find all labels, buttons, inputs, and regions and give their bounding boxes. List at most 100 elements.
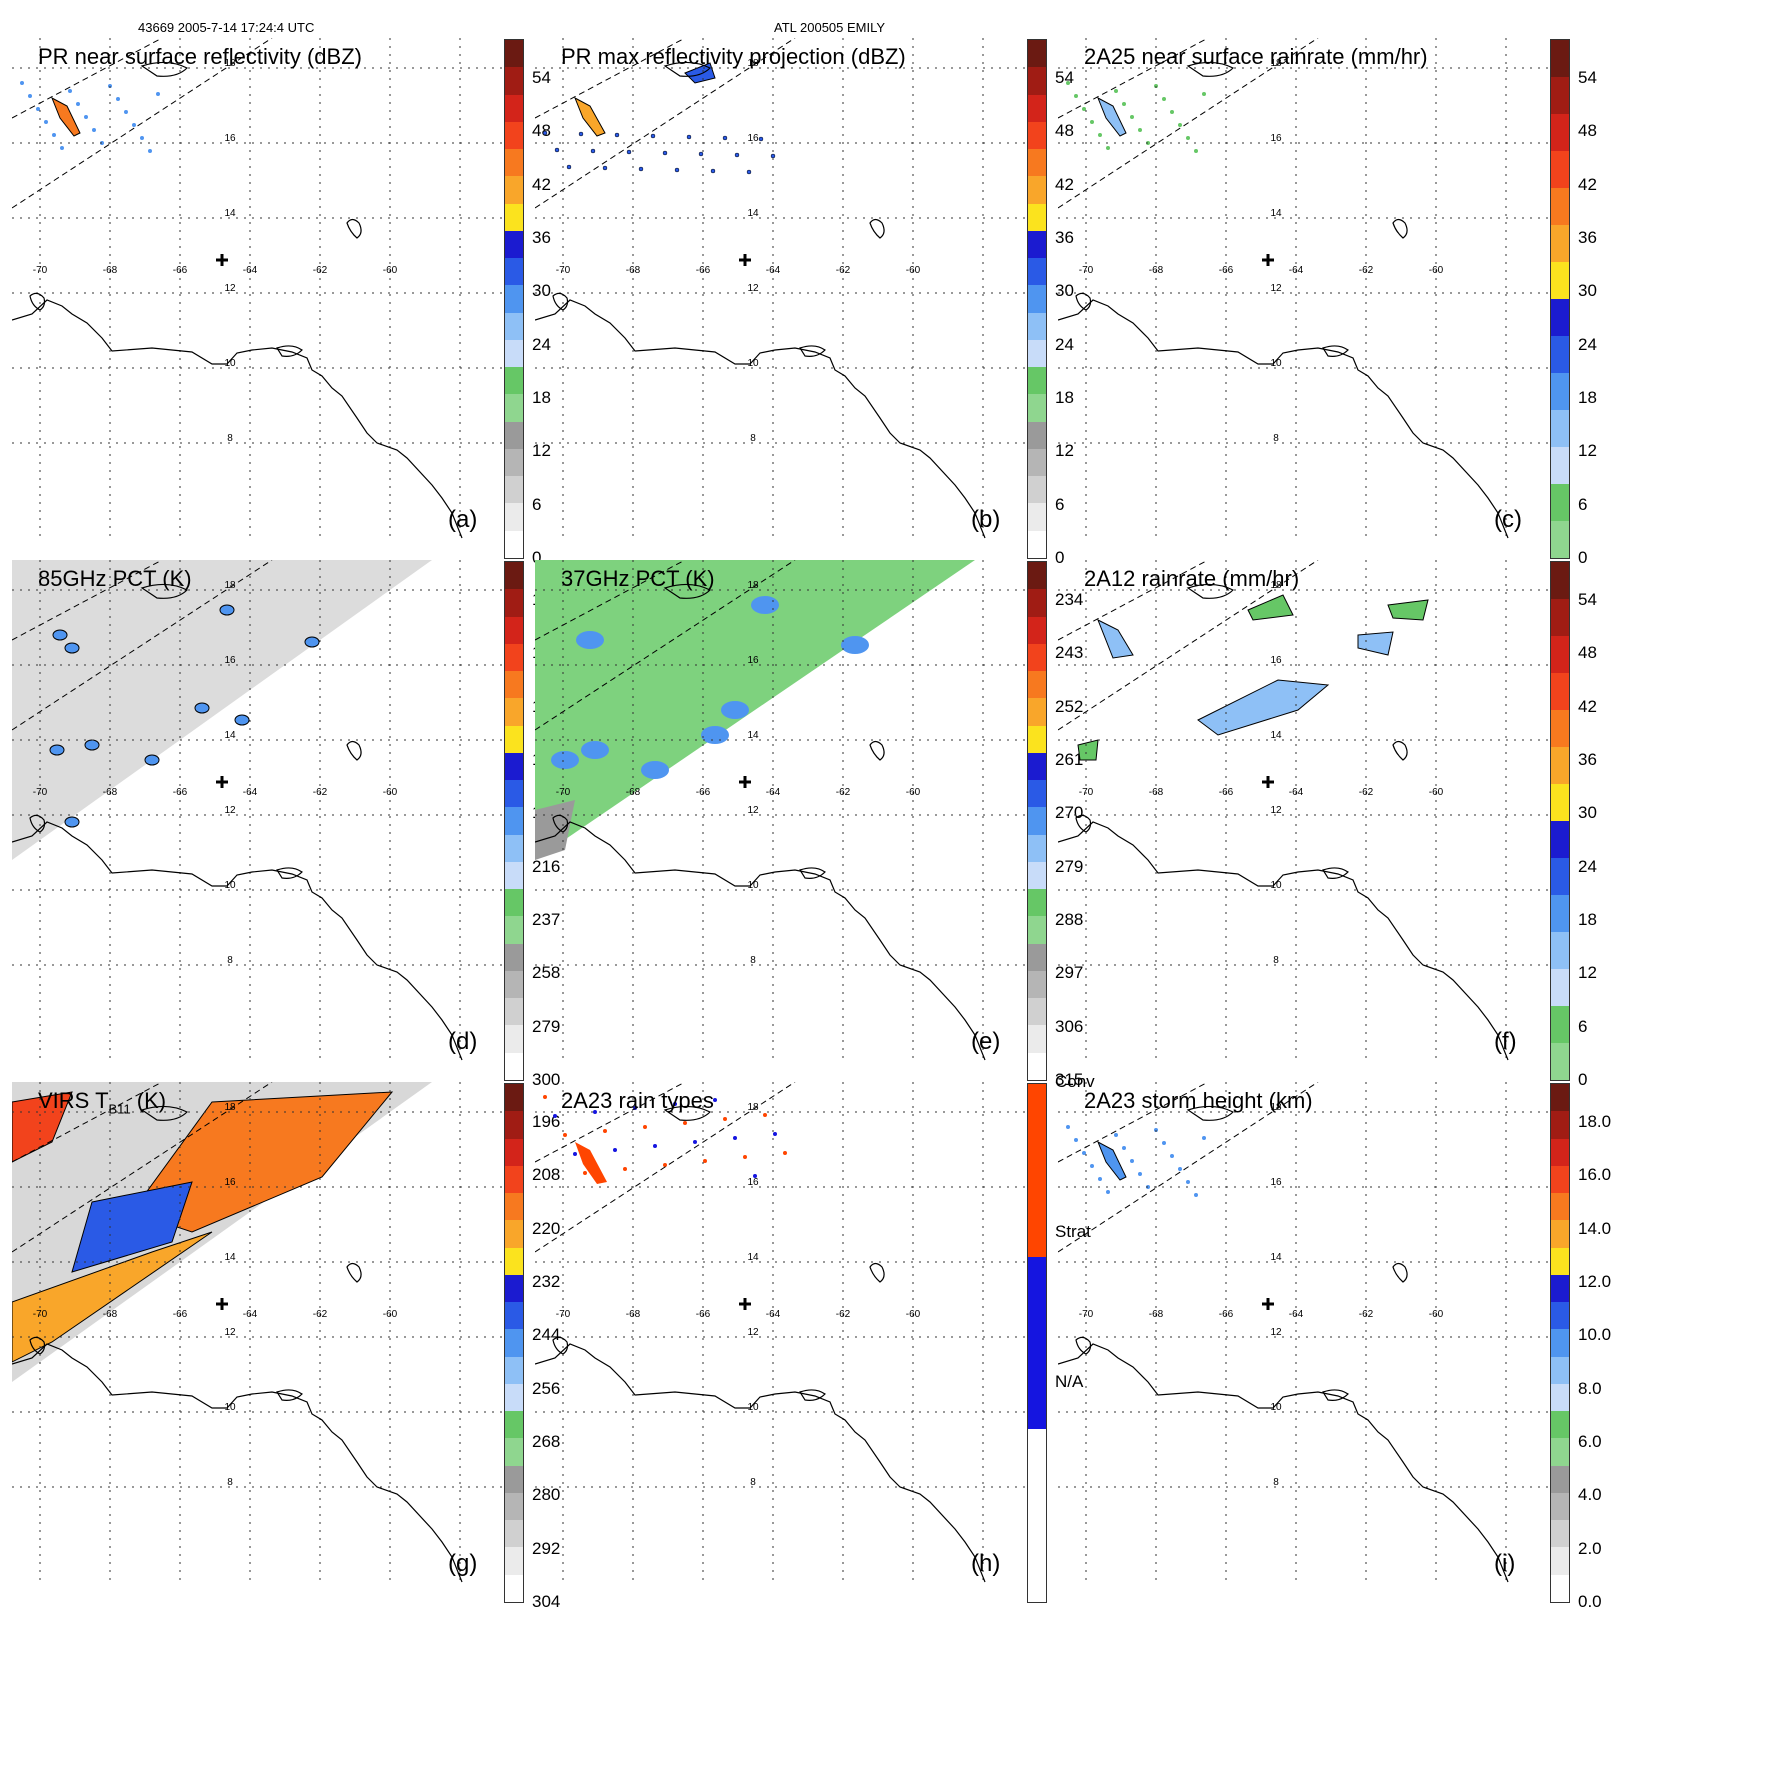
- lat-label: 12: [1270, 1327, 1282, 1338]
- island-outline: [140, 583, 189, 599]
- colorbar-segment: [505, 285, 523, 313]
- colorbar-segment: [505, 861, 523, 889]
- colorbar: [1027, 561, 1047, 1081]
- colorbar-segment: [1028, 616, 1046, 644]
- lat-label: 12: [747, 805, 759, 816]
- colorbar-segment: [1551, 1547, 1569, 1575]
- lat-label: 8: [1273, 433, 1279, 444]
- lat-label: 8: [227, 433, 233, 444]
- island-outline: [663, 583, 712, 599]
- lat-label: 10: [747, 880, 759, 891]
- colorbar-segment: [1551, 1165, 1569, 1193]
- colorbar-segment: [505, 1165, 523, 1193]
- lat-label: 12: [747, 283, 759, 294]
- lon-label: -70: [33, 1309, 48, 1320]
- colorbar-tick-label: 24: [1578, 856, 1597, 876]
- colorbar-tick-label: 30: [1055, 281, 1074, 301]
- lon-label: -68: [626, 265, 641, 276]
- lat-label: 16: [224, 133, 236, 144]
- colorbar-segment: [505, 121, 523, 149]
- lon-label: -66: [696, 265, 711, 276]
- colorbar-tick-label: Strat: [1055, 1222, 1091, 1241]
- island-outline: [1392, 740, 1408, 761]
- colorbar-segment: [505, 1547, 523, 1575]
- panel-label: (c): [1494, 506, 1522, 533]
- lat-label: 10: [1270, 1402, 1282, 1413]
- colorbar-segment: [505, 1329, 523, 1357]
- colorbar-segment: [1551, 895, 1569, 932]
- lat-label: 14: [1270, 208, 1282, 219]
- map-h: -70 -68 -66 -64 -62 -60 18 16 14 12 10 8: [535, 1082, 1035, 1583]
- colorbar-tick-label: 304: [532, 1592, 561, 1611]
- colorbar-segment: [1551, 1043, 1569, 1080]
- colorbar-segment: [1551, 636, 1569, 673]
- colorbar-segment: [1551, 1492, 1569, 1520]
- lon-label: -62: [1359, 265, 1374, 276]
- colorbar-tick-label: 18: [1578, 910, 1597, 929]
- colorbar-segment: [1028, 861, 1046, 889]
- colorbar-segment: [1551, 747, 1569, 784]
- lat-label: 10: [224, 880, 236, 891]
- precip-field: [542, 62, 776, 175]
- lat-label: 18: [224, 580, 236, 591]
- colorbar-segment: [1028, 203, 1046, 231]
- panel-title: 2A12 rainrate (mm/hr): [1084, 566, 1300, 591]
- colorbar-segment: [505, 94, 523, 122]
- colorbar-segment: [1028, 807, 1046, 835]
- lat-label: 14: [224, 1252, 236, 1263]
- colorbar-tick-label: 216: [532, 856, 561, 876]
- colorbar-segment: [505, 562, 523, 590]
- colorbar-segment: [505, 176, 523, 204]
- colorbar-segment: [1551, 299, 1569, 336]
- colorbar-segment: [505, 1492, 523, 1520]
- colorbar-tick-label: 6: [1578, 1016, 1588, 1036]
- colorbar-segment: [1028, 998, 1046, 1026]
- colorbar-segment: [1028, 970, 1046, 998]
- colorbar-segment: [505, 339, 523, 367]
- lat-label: 12: [224, 283, 236, 294]
- colorbar-segment: [1028, 562, 1046, 590]
- colorbar-segment: [505, 1520, 523, 1548]
- colorbar-tick-label: 36: [1578, 750, 1597, 769]
- colorbar-tick-label: 18: [1578, 388, 1597, 407]
- colorbar-tick-label: 6: [532, 494, 542, 514]
- colorbar-tick-label: 36: [1055, 228, 1074, 247]
- colorbar-tick-label: 0: [1578, 548, 1588, 567]
- island-outline: [1075, 1336, 1092, 1355]
- panel-g: -70 -68 -66 -64 -62 -60 18 16 14 12 10 8 VIRS TB11 (…: [12, 1082, 592, 1642]
- colorbar-segment: [505, 258, 523, 286]
- colorbar-tick-label: 12: [532, 441, 551, 461]
- colorbar-tick-label: N/A: [1055, 1372, 1084, 1391]
- island-outline: [552, 292, 569, 311]
- lon-label: -60: [906, 787, 921, 798]
- lat-label: 8: [227, 955, 233, 966]
- lon-label: -60: [383, 1309, 398, 1320]
- colorbar-segment: [1028, 780, 1046, 808]
- colorbar-segment: [505, 1220, 523, 1248]
- colorbar-tick-label: 4.0: [1578, 1485, 1602, 1505]
- colorbar-tick-label: 48: [1055, 121, 1074, 141]
- lat-label: 18: [1270, 580, 1282, 591]
- colorbar-tick-label: 24: [1055, 334, 1074, 354]
- colorbar-segment: [505, 834, 523, 862]
- colorbar-tick-label: 54: [532, 68, 551, 87]
- precip-field: [12, 560, 432, 860]
- colorbar-segment: [1551, 1006, 1569, 1043]
- lon-label: -68: [1149, 787, 1164, 798]
- colorbar-segment: [1551, 1329, 1569, 1357]
- colorbar-segment: [1551, 1111, 1569, 1139]
- lon-label: -60: [383, 265, 398, 276]
- colorbar-segment: [1551, 77, 1569, 114]
- colorbar-segment: [505, 312, 523, 340]
- colorbar-segment: [1551, 151, 1569, 188]
- colorbar-segment: [505, 1138, 523, 1166]
- island-outline: [140, 61, 189, 77]
- island-outline: [140, 1105, 189, 1121]
- lat-label: 16: [747, 133, 759, 144]
- island-outline: [1392, 1262, 1408, 1283]
- colorbar-tick-label: 6.0: [1578, 1432, 1602, 1451]
- colorbar-tick-label: 0.0: [1578, 1592, 1602, 1611]
- colorbar-tick-label: 48: [1578, 643, 1597, 663]
- island-outline: [1075, 814, 1092, 833]
- colorbar-segment: [1551, 673, 1569, 710]
